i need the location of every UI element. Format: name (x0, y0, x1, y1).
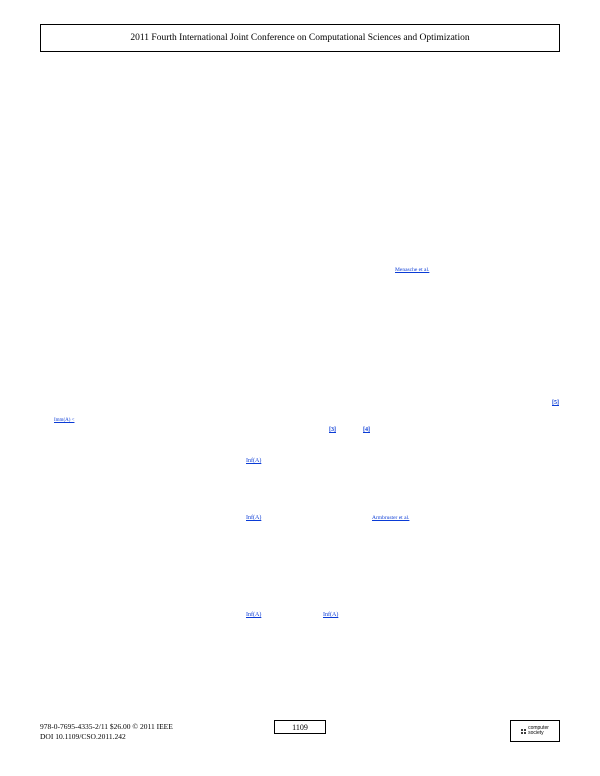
logo-text: computer society (528, 726, 549, 736)
conference-header-bar: 2011 Fourth International Joint Conferen… (40, 24, 560, 52)
computer-society-logo: computer society (521, 726, 549, 736)
page-number: 1109 (292, 723, 308, 732)
inline-link-inf-4[interactable]: Inf(A) (323, 612, 338, 618)
inline-link-inf-2[interactable]: Inf(A) (246, 515, 261, 521)
page-number-box: 1109 (274, 720, 326, 734)
reference-link-5[interactable]: [5] (552, 400, 559, 406)
inline-link-inf-3[interactable]: Inf(A) (246, 612, 261, 618)
reference-link-3[interactable]: [3] (329, 427, 336, 433)
page-footer: 978-0-7695-4335-2/11 $26.00 © 2011 IEEE … (40, 720, 560, 754)
footer-copyright: 978-0-7695-4335-2/11 $26.00 © 2011 IEEE … (40, 722, 173, 742)
copyright-line-2: DOI 10.1109/CSO.2011.242 (40, 732, 173, 742)
inline-link-inf-1[interactable]: Inf(A) (246, 458, 261, 464)
citation-link-menasche[interactable]: Menasche et al. (395, 267, 429, 273)
publisher-logo-box: computer society (510, 720, 560, 742)
paper-body: Menasche et al. Imm(A) < Inf(A) [3] [4] … (40, 60, 560, 706)
copyright-line-1: 978-0-7695-4335-2/11 $26.00 © 2011 IEEE (40, 722, 173, 732)
logo-dots-icon (521, 729, 526, 734)
citation-link-armbruster[interactable]: Armbruster et al. (372, 515, 409, 521)
logo-text-bottom: society (528, 731, 549, 736)
page-root: 2011 Fourth International Joint Conferen… (0, 0, 600, 776)
reference-link-4[interactable]: [4] (363, 427, 370, 433)
conference-title: 2011 Fourth International Joint Conferen… (130, 33, 469, 43)
inline-link-imm[interactable]: Imm(A) < (54, 418, 74, 423)
